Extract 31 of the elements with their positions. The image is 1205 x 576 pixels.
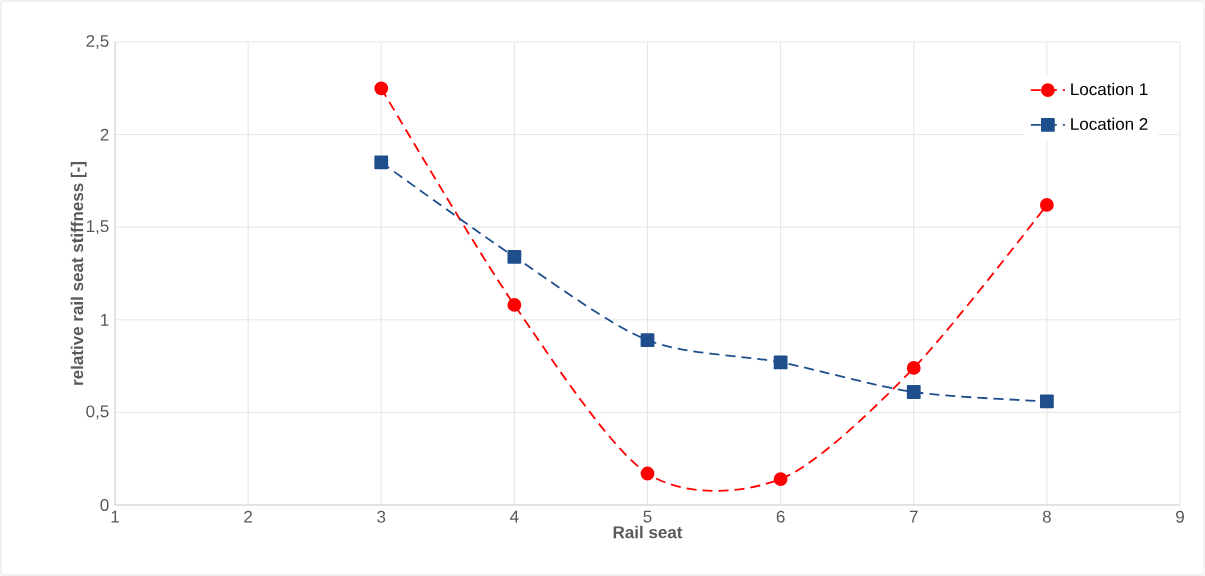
y-tick-label: 2,5 [86, 34, 109, 49]
point [773, 472, 788, 486]
x-tick-label: 9 [1176, 510, 1184, 523]
x-tick-label: 7 [909, 510, 918, 523]
x-tick-label: 4 [510, 510, 519, 523]
x-axis-title: Rail seat [613, 525, 683, 539]
x-tick-label: 2 [244, 510, 252, 523]
x-tick-label: 5 [643, 510, 652, 523]
y-tick-label: 2 [100, 128, 109, 141]
point [640, 333, 655, 348]
x-tick-label: 1 [111, 510, 119, 523]
point [773, 355, 788, 370]
point [1039, 198, 1054, 212]
legend-label: Location 2 [1071, 117, 1148, 130]
legend-label: Location 1 [1071, 82, 1148, 96]
point [1039, 394, 1054, 409]
x-tick-label: 8 [1042, 510, 1051, 523]
point [507, 298, 522, 312]
y-tick-label: 1 [101, 313, 109, 326]
point [640, 466, 655, 481]
y-tick-label: 0,5 [86, 405, 109, 420]
y-tick-label: 0 [100, 498, 109, 511]
x-tick-label: 6 [776, 510, 785, 523]
y-tick-label: 1,5 [86, 220, 109, 235]
point [374, 81, 389, 96]
point [906, 361, 921, 375]
y-axis-title: relative rail seat stiffness [-] [70, 162, 87, 385]
point [906, 385, 921, 399]
point [507, 249, 522, 264]
point [374, 155, 389, 170]
x-tick-label: 3 [377, 510, 386, 523]
